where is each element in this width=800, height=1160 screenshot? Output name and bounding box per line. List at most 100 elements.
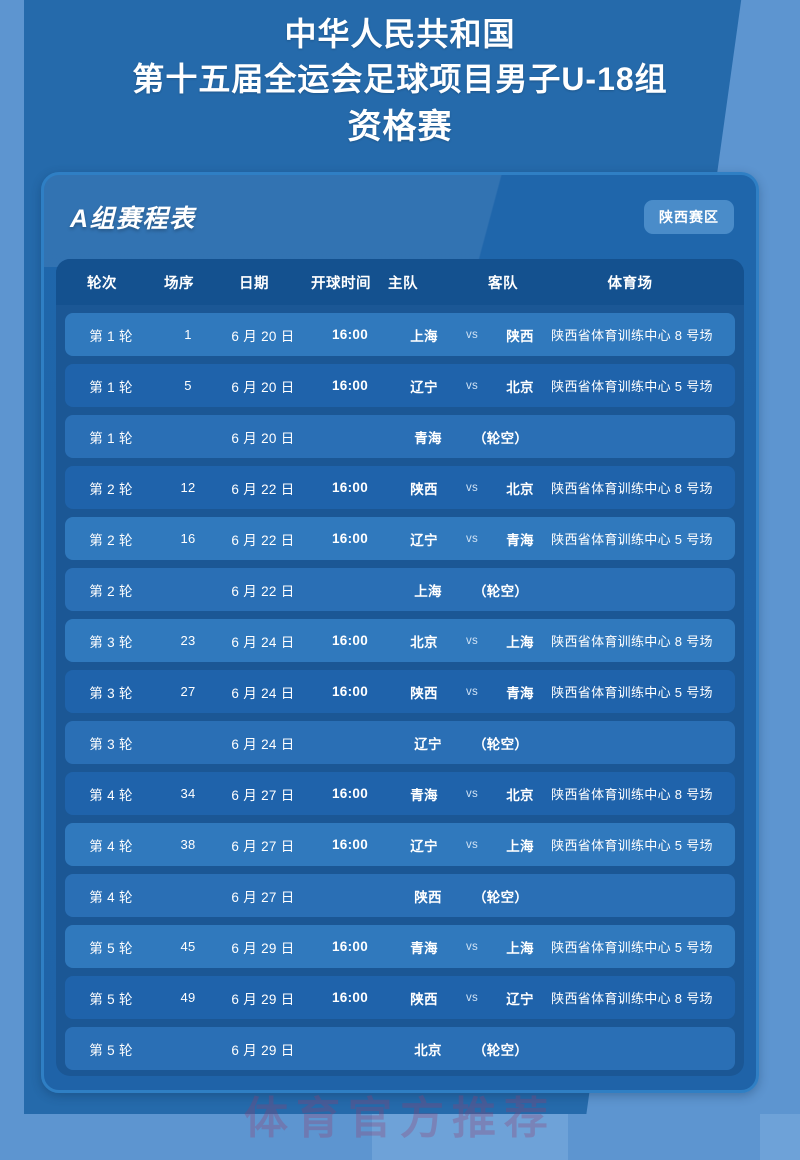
cell-venue: 陕西省体育训练中心 5 号场 xyxy=(551,685,713,701)
title-line-2: 第十五届全运会足球项目男子U-18组 xyxy=(132,61,668,98)
cell-round: 第 5 轮 xyxy=(89,991,133,1007)
bye-label: （轮空） xyxy=(473,736,529,752)
cell-away: 上海 xyxy=(506,940,534,956)
cell-home: 辽宁 xyxy=(410,532,438,548)
column-header-date: 日期 xyxy=(239,275,269,292)
cell-round: 第 4 轮 xyxy=(89,787,133,803)
cell-round: 第 3 轮 xyxy=(89,685,133,701)
bye-label: （轮空） xyxy=(473,583,529,599)
cell-time: 16:00 xyxy=(331,786,369,802)
cell-round: 第 1 轮 xyxy=(89,430,133,446)
table-row[interactable]: 第 1 轮 5 6 月 20 日 16:00 辽宁 vs 北京 陕西省体育训练中心 5 号场 xyxy=(65,364,735,408)
cell-venue: 陕西省体育训练中心 8 号场 xyxy=(551,787,713,803)
cell-date: 6 月 27 日 xyxy=(231,838,295,854)
table-row[interactable]: 第 2 轮 16 6 月 22 日 16:00 辽宁 vs 青海 陕西省体育训练中心 5 号场 xyxy=(65,517,735,561)
vs-label: vs xyxy=(465,481,479,494)
column-header-match-no: 场序 xyxy=(164,275,194,292)
vs-label: vs xyxy=(465,328,479,341)
cell-no: 49 xyxy=(180,990,196,1006)
cell-away: 北京 xyxy=(506,481,534,497)
vs-label: vs xyxy=(465,634,479,647)
cell-away: 辽宁 xyxy=(506,991,534,1007)
cell-round: 第 5 轮 xyxy=(89,940,133,956)
cell-date: 6 月 27 日 xyxy=(231,889,295,905)
background-bottom-block-b xyxy=(760,1114,800,1160)
vs-label: vs xyxy=(465,940,479,953)
bye-cell: 北京 （轮空） xyxy=(393,1039,735,1059)
table-row[interactable]: 第 5 轮 6 月 29 日 北京 （轮空） xyxy=(65,1027,735,1071)
table-row[interactable]: 第 5 轮 45 6 月 29 日 16:00 青海 vs 上海 陕西省体育训练中心 5 号场 xyxy=(65,925,735,969)
cell-no: 16 xyxy=(180,531,196,547)
cell-home: 上海 xyxy=(410,328,438,344)
cell-time: 16:00 xyxy=(331,327,369,343)
cell-date: 6 月 22 日 xyxy=(231,481,295,497)
table-row[interactable]: 第 2 轮 6 月 22 日 上海 （轮空） xyxy=(65,568,735,612)
cell-date: 6 月 20 日 xyxy=(231,430,295,446)
cell-time: 16:00 xyxy=(331,939,369,955)
cell-home: 陕西 xyxy=(410,991,438,1007)
bye-team: 北京 xyxy=(414,1042,442,1058)
table-row[interactable]: 第 5 轮 49 6 月 29 日 16:00 陕西 vs 辽宁 陕西省体育训练中心 8 号场 xyxy=(65,976,735,1020)
cell-venue: 陕西省体育训练中心 8 号场 xyxy=(551,328,713,344)
table-row[interactable]: 第 2 轮 12 6 月 22 日 16:00 陕西 vs 北京 陕西省体育训练中心 8 号场 xyxy=(65,466,735,510)
schedule-table: 轮次 场序 日期 开球时间 主队 客队 体育场 第 1 轮 1 6 月 20 日 16… xyxy=(56,259,744,1077)
table-row[interactable]: 第 1 轮 6 月 20 日 青海 （轮空） xyxy=(65,415,735,459)
background-left-strip xyxy=(0,0,24,1160)
card-header: A组赛程表 陕西赛区 xyxy=(44,175,756,259)
cell-no: 45 xyxy=(180,939,196,955)
cell-round: 第 4 轮 xyxy=(89,889,133,905)
poster-title: 中华人民共和国 第十五届全运会足球项目男子U-18组 资格赛 xyxy=(0,0,800,151)
card-title: A组赛程表 xyxy=(70,205,196,234)
cell-no: 34 xyxy=(180,786,196,802)
bye-label: （轮空） xyxy=(473,889,529,905)
cell-home: 陕西 xyxy=(410,481,438,497)
column-header-round: 轮次 xyxy=(87,275,117,292)
title-line-3: 资格赛 xyxy=(347,107,453,146)
cell-home: 北京 xyxy=(410,634,438,650)
cell-round: 第 1 轮 xyxy=(89,379,133,395)
cell-round: 第 5 轮 xyxy=(89,1042,133,1058)
cell-time: 16:00 xyxy=(331,531,369,547)
cell-away: 北京 xyxy=(506,379,534,395)
bye-label: （轮空） xyxy=(473,430,529,446)
bye-label: （轮空） xyxy=(473,1042,529,1058)
column-header-home: 主队 xyxy=(388,275,418,292)
cell-time: 16:00 xyxy=(331,990,369,1006)
cell-round: 第 2 轮 xyxy=(89,481,133,497)
cell-venue: 陕西省体育训练中心 5 号场 xyxy=(551,379,713,395)
table-row[interactable]: 第 1 轮 1 6 月 20 日 16:00 上海 vs 陕西 陕西省体育训练中心 8 号场 xyxy=(65,313,735,357)
table-header-row: 轮次 场序 日期 开球时间 主队 客队 体育场 xyxy=(56,259,744,306)
table-row[interactable]: 第 4 轮 6 月 27 日 陕西 （轮空） xyxy=(65,874,735,918)
table-row[interactable]: 第 3 轮 23 6 月 24 日 16:00 北京 vs 上海 陕西省体育训练中心 8 号场 xyxy=(65,619,735,663)
cell-no: 5 xyxy=(184,378,192,394)
region-badge[interactable]: 陕西赛区 xyxy=(644,200,734,235)
bye-team: 上海 xyxy=(414,583,442,599)
vs-label: vs xyxy=(465,787,479,800)
cell-venue: 陕西省体育训练中心 5 号场 xyxy=(551,940,713,956)
bye-cell: 辽宁 （轮空） xyxy=(393,733,735,753)
cell-venue: 陕西省体育训练中心 8 号场 xyxy=(551,481,713,497)
bye-team: 青海 xyxy=(414,430,442,446)
table-row[interactable]: 第 4 轮 34 6 月 27 日 16:00 青海 vs 北京 陕西省体育训练中心 8 号场 xyxy=(65,772,735,816)
column-header-kickoff: 开球时间 xyxy=(311,275,371,292)
cell-time: 16:00 xyxy=(331,837,369,853)
table-row[interactable]: 第 3 轮 27 6 月 24 日 16:00 陕西 vs 青海 陕西省体育训练中心 5 号场 xyxy=(65,670,735,714)
cell-date: 6 月 24 日 xyxy=(231,736,295,752)
vs-label: vs xyxy=(465,991,479,1004)
cell-time: 16:00 xyxy=(331,684,369,700)
bye-cell: 上海 （轮空） xyxy=(393,580,735,600)
cell-date: 6 月 29 日 xyxy=(231,991,295,1007)
cell-time: 16:00 xyxy=(331,378,369,394)
cell-no: 1 xyxy=(184,327,192,343)
cell-date: 6 月 22 日 xyxy=(231,583,295,599)
cell-away: 上海 xyxy=(506,634,534,650)
table-row[interactable]: 第 4 轮 38 6 月 27 日 16:00 辽宁 vs 上海 陕西省体育训练中心 5 号场 xyxy=(65,823,735,867)
cell-home: 辽宁 xyxy=(410,838,438,854)
vs-label: vs xyxy=(465,685,479,698)
cell-home: 青海 xyxy=(410,787,438,803)
cell-venue: 陕西省体育训练中心 5 号场 xyxy=(551,838,713,854)
cell-away: 青海 xyxy=(506,532,534,548)
table-row[interactable]: 第 3 轮 6 月 24 日 辽宁 （轮空） xyxy=(65,721,735,765)
title-line-1: 中华人民共和国 xyxy=(284,16,516,52)
